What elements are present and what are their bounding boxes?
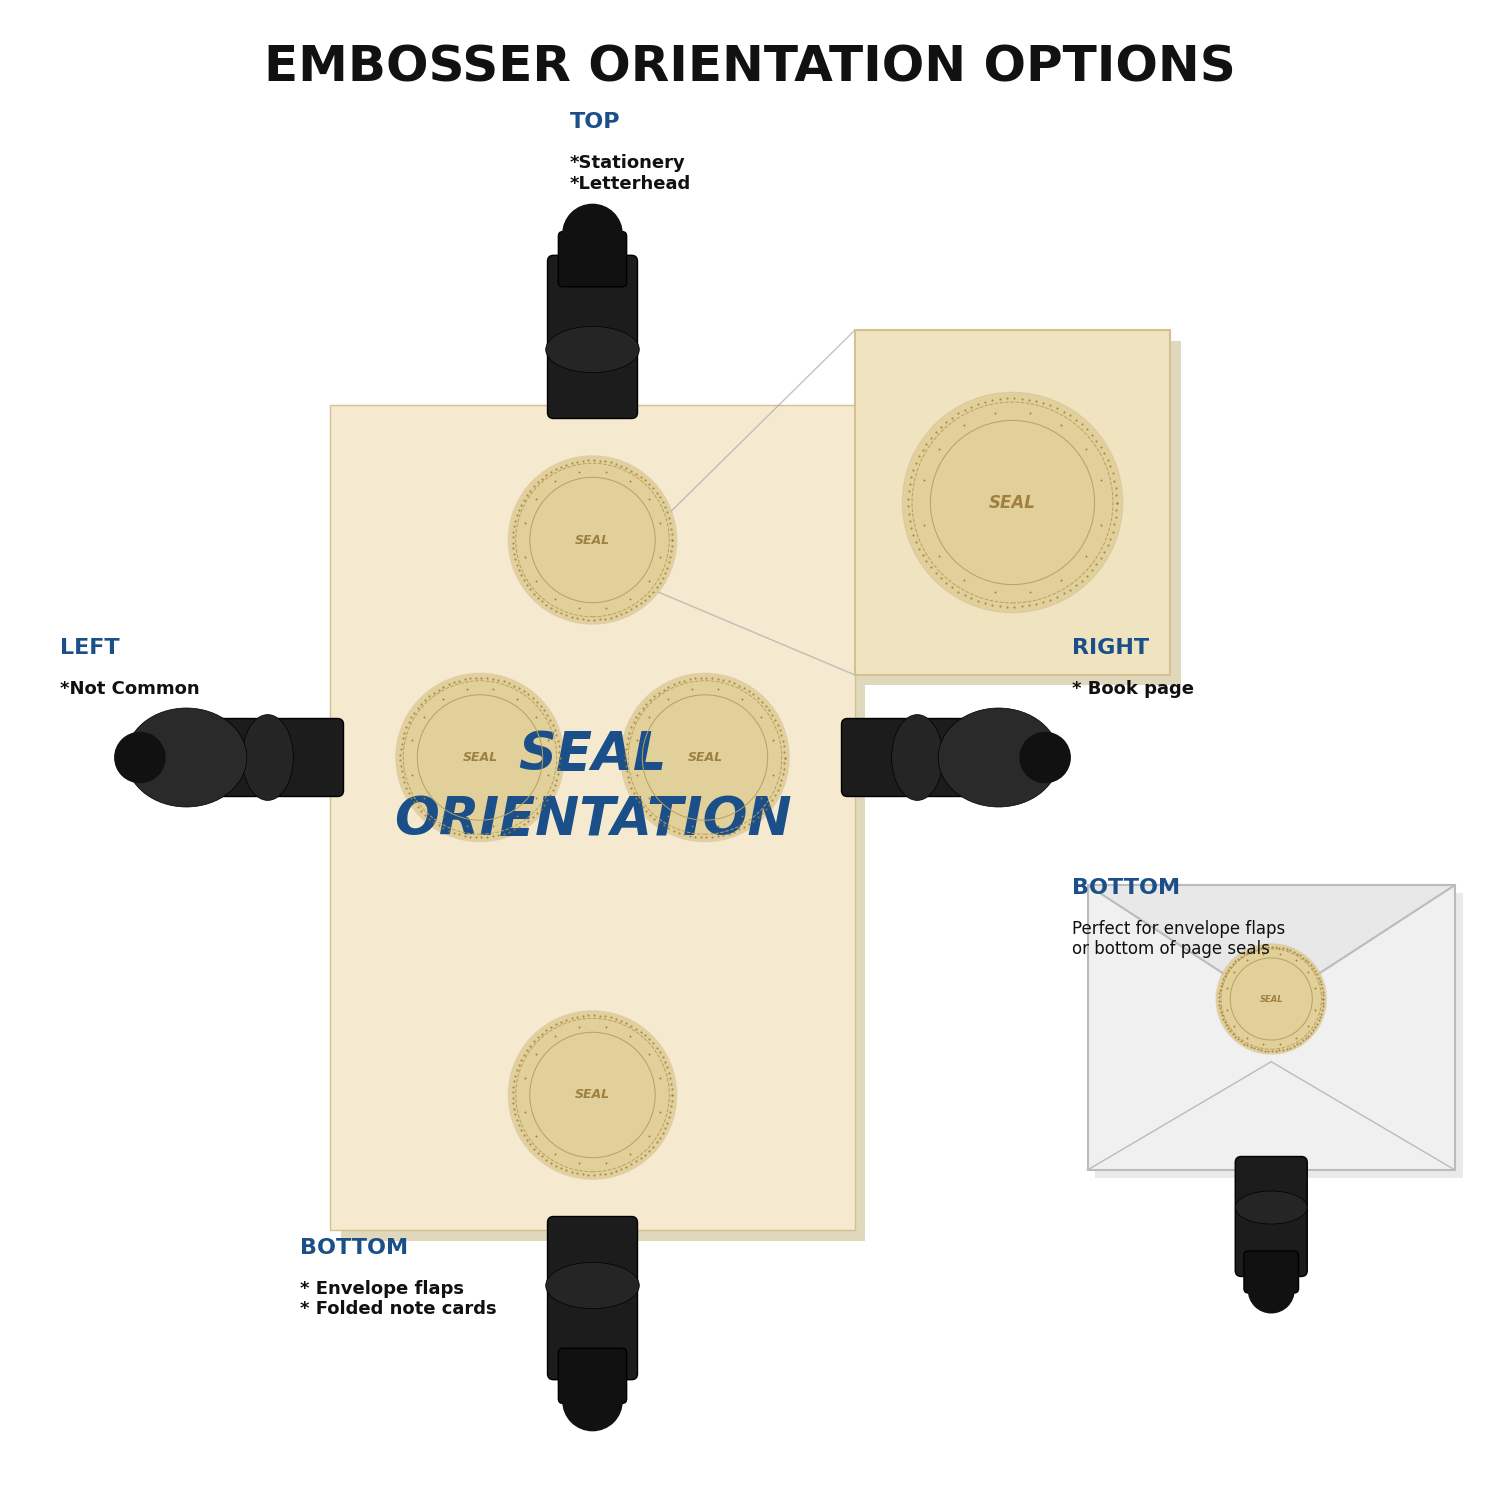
Text: SEAL: SEAL xyxy=(574,534,610,546)
FancyBboxPatch shape xyxy=(1095,892,1462,1178)
Text: BOTTOM: BOTTOM xyxy=(1072,878,1180,897)
Text: SEAL: SEAL xyxy=(1260,994,1282,1004)
FancyBboxPatch shape xyxy=(558,231,627,286)
Text: SEAL: SEAL xyxy=(988,494,1036,512)
Circle shape xyxy=(398,675,562,840)
Circle shape xyxy=(510,458,675,622)
Circle shape xyxy=(621,674,789,842)
FancyBboxPatch shape xyxy=(1234,1156,1306,1276)
Text: RIGHT: RIGHT xyxy=(1072,638,1149,657)
FancyBboxPatch shape xyxy=(548,255,638,419)
FancyBboxPatch shape xyxy=(865,340,1180,686)
Text: *Stationery
*Letterhead: *Stationery *Letterhead xyxy=(570,154,692,194)
Circle shape xyxy=(562,1371,622,1431)
Text: SEAL: SEAL xyxy=(462,752,498,764)
Ellipse shape xyxy=(242,714,294,801)
Circle shape xyxy=(510,1013,675,1178)
Circle shape xyxy=(1248,1268,1294,1312)
Text: EMBOSSER ORIENTATION OPTIONS: EMBOSSER ORIENTATION OPTIONS xyxy=(264,44,1236,92)
FancyBboxPatch shape xyxy=(1244,1251,1299,1293)
Circle shape xyxy=(509,1011,676,1179)
Circle shape xyxy=(509,456,676,624)
Text: SEAL: SEAL xyxy=(574,1089,610,1101)
Circle shape xyxy=(116,732,165,783)
Ellipse shape xyxy=(546,327,639,372)
FancyBboxPatch shape xyxy=(842,718,1022,797)
FancyBboxPatch shape xyxy=(987,728,1047,788)
Circle shape xyxy=(1216,945,1324,1053)
Text: SEAL
ORIENTATION: SEAL ORIENTATION xyxy=(393,729,792,846)
Text: SEAL: SEAL xyxy=(687,752,723,764)
Circle shape xyxy=(1020,732,1070,783)
Circle shape xyxy=(904,394,1120,610)
FancyBboxPatch shape xyxy=(330,405,855,1230)
FancyBboxPatch shape xyxy=(1088,885,1455,1170)
Text: * Envelope flaps
* Folded note cards: * Envelope flaps * Folded note cards xyxy=(300,1280,496,1318)
FancyBboxPatch shape xyxy=(164,718,344,797)
Ellipse shape xyxy=(546,1263,639,1308)
Text: BOTTOM: BOTTOM xyxy=(300,1238,408,1257)
Circle shape xyxy=(396,674,564,842)
Ellipse shape xyxy=(938,708,1059,807)
Text: * Book page: * Book page xyxy=(1072,680,1194,698)
Text: TOP: TOP xyxy=(570,112,621,132)
Ellipse shape xyxy=(126,708,248,807)
Ellipse shape xyxy=(1234,1191,1306,1224)
Circle shape xyxy=(903,393,1122,612)
Text: LEFT: LEFT xyxy=(60,638,120,657)
Circle shape xyxy=(1216,944,1326,1054)
Text: Perfect for envelope flaps
or bottom of page seals: Perfect for envelope flaps or bottom of … xyxy=(1072,920,1286,958)
FancyBboxPatch shape xyxy=(855,330,1170,675)
Text: *Not Common: *Not Common xyxy=(60,680,200,698)
Circle shape xyxy=(622,675,788,840)
FancyBboxPatch shape xyxy=(340,416,866,1240)
Polygon shape xyxy=(1088,885,1455,1005)
Circle shape xyxy=(562,204,622,264)
Ellipse shape xyxy=(891,714,944,801)
FancyBboxPatch shape xyxy=(138,728,198,788)
FancyBboxPatch shape xyxy=(548,1216,638,1380)
FancyBboxPatch shape xyxy=(558,1348,627,1404)
